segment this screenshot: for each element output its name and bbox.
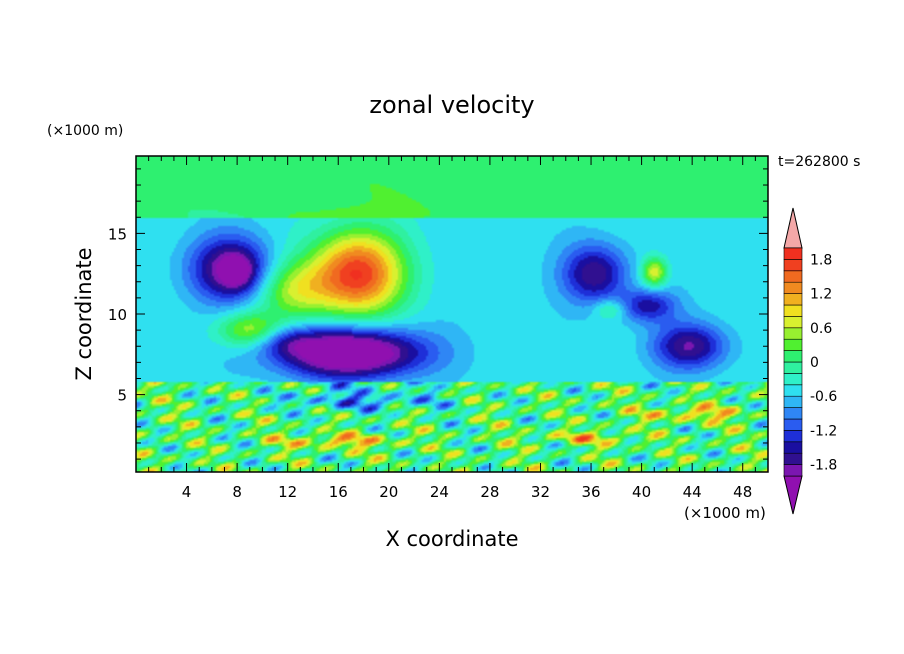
colorbar-over-triangle [783, 207, 803, 249]
colorbar-tick-label: 1.2 [810, 287, 832, 303]
y-tick-label: 5 [117, 387, 127, 405]
y-units-label: (×1000 m) [47, 123, 123, 139]
time-label: t=262800 s [778, 154, 860, 170]
colorbar-swatch [783, 304, 803, 317]
colorbar-swatch [783, 293, 803, 306]
colorbar-tick-label: 1.8 [810, 252, 832, 268]
chart-title: zonal velocity [369, 91, 534, 119]
x-axis: 4 8 12 16 20 24 28 32 36 40 44 48 [148, 156, 756, 501]
colorbar-swatch [783, 430, 803, 443]
colorbar-swatch [783, 316, 803, 329]
colorbar-swatch [783, 247, 803, 260]
heatmap-field [136, 156, 768, 472]
colorbar-tick-label: -0.6 [810, 389, 837, 405]
x-tick-label: 48 [733, 483, 752, 501]
x-tick-label: 4 [182, 483, 192, 501]
colorbar-swatch [783, 350, 803, 363]
colorbar-swatch [783, 395, 803, 408]
colorbar-swatch [783, 418, 803, 431]
colorbar-swatch [783, 373, 803, 386]
x-tick-label: 24 [430, 483, 449, 501]
y-tick-label: 10 [108, 306, 127, 324]
colorbar-swatch [783, 361, 803, 374]
colorbar-swatch [783, 270, 803, 283]
colorbar-tick-label: 0.6 [810, 321, 832, 337]
x-tick-label: 16 [329, 483, 348, 501]
colorbar-tick-label: 0 [810, 355, 819, 371]
x-units-label: (×1000 m) [684, 504, 766, 522]
colorbar-tick-label: -1.2 [810, 423, 837, 439]
x-axis-label: X coordinate [385, 527, 518, 551]
y-tick-label: 15 [108, 225, 127, 243]
colorbar-tick-label: -1.8 [810, 458, 837, 474]
x-tick-label: 12 [278, 483, 297, 501]
colorbar-swatch [783, 452, 803, 465]
colorbar-swatch [783, 384, 803, 397]
x-tick-label: 44 [683, 483, 702, 501]
colorbar-swatch [783, 281, 803, 294]
colorbar-swatch [783, 259, 803, 272]
x-tick-label: 28 [480, 483, 499, 501]
colorbar-swatch [783, 407, 803, 420]
colorbar-swatch [783, 464, 803, 477]
x-tick-label: 40 [632, 483, 651, 501]
x-tick-label: 8 [232, 483, 242, 501]
x-tick-label: 36 [581, 483, 600, 501]
colorbar-under-triangle [783, 475, 803, 515]
x-tick-label: 20 [379, 483, 398, 501]
colorbar: 1.8 1.2 0.6 0 -0.6 -1.2 -1.8 [783, 207, 837, 515]
x-tick-label: 32 [531, 483, 550, 501]
colorbar-swatch [783, 338, 803, 351]
colorbar-swatch [783, 441, 803, 454]
y-axis: 5 10 15 [108, 168, 768, 460]
y-axis-label: Z coordinate [72, 247, 96, 380]
colorbar-swatch [783, 327, 803, 340]
